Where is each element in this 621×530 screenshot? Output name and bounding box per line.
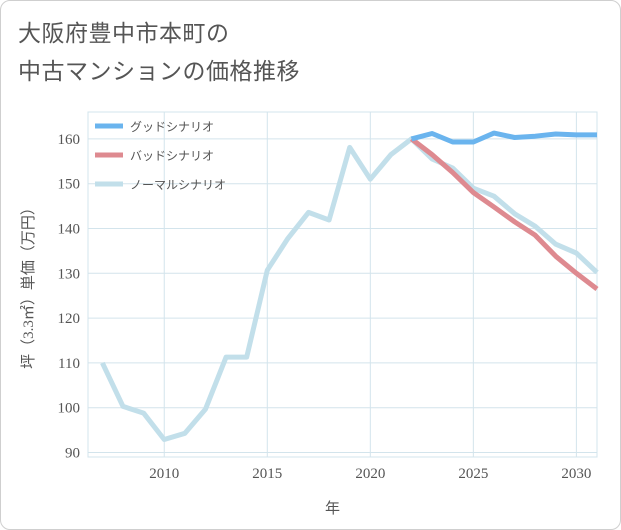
y-tick-label: 150 bbox=[58, 177, 81, 193]
y-axis-label: 坪（3.3㎡）単価（万円） bbox=[20, 200, 37, 369]
y-tick-label: 100 bbox=[58, 401, 81, 417]
y-tick-label: 120 bbox=[58, 311, 81, 327]
x-tick-label: 2030 bbox=[561, 466, 591, 482]
y-tick-label: 90 bbox=[65, 446, 80, 462]
y-tick-label: 160 bbox=[58, 132, 81, 148]
title-line-2: 中古マンションの価格推移 bbox=[18, 59, 300, 85]
x-tick-label: 2010 bbox=[149, 466, 179, 482]
x-tick-label: 2015 bbox=[252, 466, 282, 482]
y-tick-label: 110 bbox=[58, 356, 80, 372]
x-axis-label: 年 bbox=[325, 500, 340, 517]
series-line-2 bbox=[100, 136, 599, 442]
x-tick-label: 2020 bbox=[355, 466, 385, 482]
legend-label-2: ノーマルシナリオ bbox=[130, 178, 226, 192]
series-line-0 bbox=[410, 130, 597, 145]
legend-label-0: グッドシナリオ bbox=[130, 120, 214, 134]
chart-title: 大阪府豊中市本町の 中古マンションの価格推移 bbox=[18, 15, 438, 91]
title-line-1: 大阪府豊中市本町の bbox=[18, 21, 230, 47]
plot-area bbox=[87, 111, 598, 458]
legend-label-1: バッドシナリオ bbox=[130, 149, 214, 163]
series-line-1 bbox=[409, 136, 599, 291]
y-tick-label: 140 bbox=[58, 221, 81, 237]
x-tick-label: 2025 bbox=[458, 466, 488, 482]
y-tick-label: 130 bbox=[58, 266, 81, 282]
